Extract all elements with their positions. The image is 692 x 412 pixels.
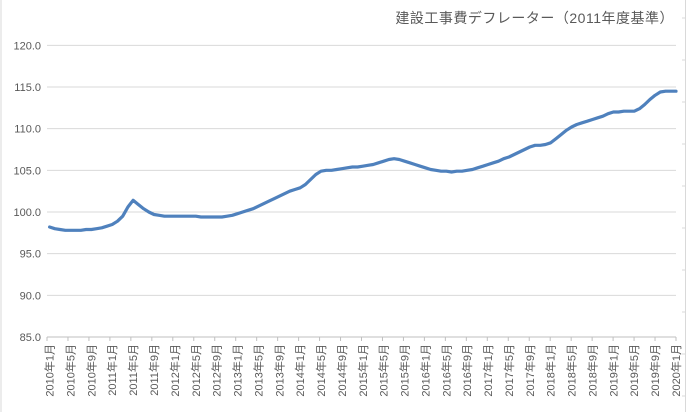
x-tick-label: 2016年5月: [439, 344, 453, 397]
y-tick-label: 95.0: [20, 249, 41, 261]
x-tick-label: 2010年5月: [63, 344, 77, 397]
x-tick-label: 2020年1月: [669, 344, 683, 397]
y-tick-label: 110.0: [14, 124, 41, 136]
x-axis-labels: 2010年1月 2010年5月 2010年9月 2011年1月 2011年5月 2011年…: [43, 344, 683, 397]
x-tick-label: 2017年1月: [481, 344, 495, 397]
x-tick-label: 2011年1月: [105, 344, 119, 396]
x-tick-label: 2014年9月: [335, 344, 349, 397]
data-line: [47, 89, 678, 232]
x-tick-label: 2010年9月: [84, 344, 98, 397]
x-tick-label: 2015年5月: [377, 344, 391, 397]
y-tick-label: 115.0: [14, 82, 41, 94]
gridlines: [47, 44, 676, 296]
x-tick-label: 2016年1月: [418, 344, 432, 397]
x-tick-label: 2018年5月: [565, 344, 579, 397]
y-tick-label: 100.0: [13, 207, 41, 219]
x-tick-label: 2017年9月: [523, 344, 537, 397]
x-tick-label: 2011年9月: [147, 344, 161, 396]
x-tick-label: 2012年9月: [210, 344, 224, 397]
x-tick-label: 2011年5月: [126, 344, 140, 396]
x-tick-label: 2014年5月: [314, 344, 328, 397]
x-tick-label: 2013年5月: [251, 344, 265, 397]
x-tick-label: 2019年9月: [648, 344, 662, 397]
x-tick-label: 2014年1月: [293, 344, 307, 397]
x-tick-label: 2018年1月: [544, 344, 558, 397]
y-tick-label: 90.0: [20, 290, 41, 302]
x-tick-label: 2015年1月: [356, 344, 370, 397]
x-tick-label: 2013年9月: [272, 344, 286, 397]
y-tick-label: 85.0: [20, 332, 41, 344]
y-tick-label: 105.0: [13, 165, 41, 177]
y-axis-labels: 120.0 115.0 110.0 105.0 100.0 95.0 90.0 85.0: [13, 40, 41, 344]
x-tick-label: 2019年5月: [627, 344, 641, 397]
x-tick-label: 2015年9月: [398, 344, 412, 397]
x-tick-label: 2010年1月: [43, 344, 57, 397]
y-tick-label: 120.0: [13, 40, 41, 52]
chart-title: 建設工事費デフレーター（2011年度基準）: [395, 10, 674, 26]
x-tick-label: 2017年5月: [502, 344, 516, 397]
x-tick-label: 2016年9月: [460, 344, 474, 397]
x-tick-label: 2012年1月: [168, 344, 182, 397]
x-axis: [46, 336, 677, 341]
x-tick-label: 2013年1月: [231, 344, 245, 397]
x-tick-label: 2012年5月: [189, 344, 203, 397]
x-tick-label: 2019年1月: [606, 344, 620, 397]
x-tick-label: 2018年9月: [585, 344, 599, 397]
